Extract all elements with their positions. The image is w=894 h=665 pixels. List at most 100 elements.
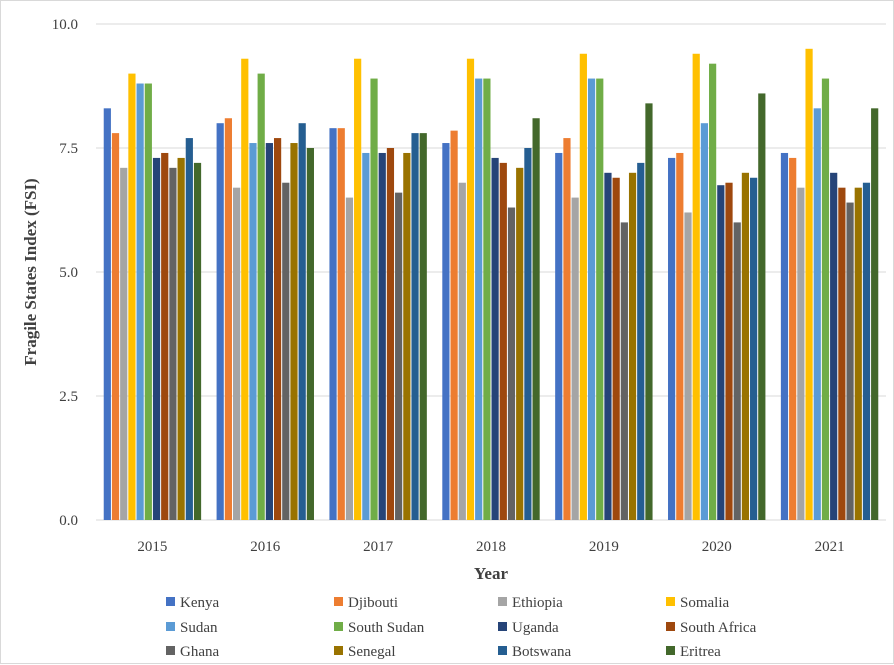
legend-swatch-djibouti bbox=[334, 597, 343, 606]
bar-sudan-2015 bbox=[136, 83, 144, 521]
bar-uganda-2018 bbox=[491, 157, 499, 521]
bar-kenya-2015 bbox=[103, 108, 111, 520]
bar-ethiopia-2019 bbox=[571, 197, 579, 520]
bar-senegal-2018 bbox=[516, 167, 524, 520]
y-tick-label: 2.5 bbox=[59, 389, 78, 405]
legend-swatch-senegal bbox=[334, 646, 343, 655]
legend-swatch-sudan bbox=[166, 622, 175, 631]
bar-kenya-2021 bbox=[780, 152, 789, 520]
bar-somalia-2020 bbox=[692, 53, 700, 520]
bar-senegal-2021 bbox=[854, 187, 862, 520]
bar-djibouti-2017 bbox=[337, 128, 345, 520]
bar-south-sudan-2019 bbox=[596, 78, 604, 520]
legend-swatch-south-sudan bbox=[334, 622, 343, 631]
legend-swatch-south-africa bbox=[666, 622, 675, 631]
bar-ethiopia-2018 bbox=[458, 182, 466, 520]
y-tick-label: 0.0 bbox=[59, 513, 78, 529]
legend-swatch-somalia bbox=[666, 597, 675, 606]
bar-south-africa-2021 bbox=[838, 187, 846, 520]
bar-eritrea-2021 bbox=[871, 108, 879, 520]
legend-label-somalia: Somalia bbox=[680, 595, 730, 611]
bar-ghana-2019 bbox=[620, 222, 628, 520]
bar-ethiopia-2021 bbox=[797, 187, 805, 520]
bar-eritrea-2016 bbox=[306, 148, 314, 520]
bar-kenya-2017 bbox=[329, 128, 337, 520]
legend-swatch-botswana bbox=[498, 646, 507, 655]
bar-south-africa-2015 bbox=[161, 152, 169, 520]
legend-label-sudan: Sudan bbox=[180, 620, 218, 636]
x-tick-label: 2018 bbox=[476, 539, 506, 555]
bar-botswana-2020 bbox=[750, 177, 758, 520]
bar-uganda-2015 bbox=[152, 157, 161, 521]
bar-eritrea-2020 bbox=[758, 93, 766, 520]
bar-eritrea-2018 bbox=[532, 118, 540, 521]
bar-botswana-2021 bbox=[862, 182, 871, 520]
bar-sudan-2016 bbox=[249, 143, 257, 521]
legend-swatch-ethiopia bbox=[498, 597, 507, 606]
bar-south-africa-2016 bbox=[273, 138, 282, 520]
bar-kenya-2020 bbox=[668, 157, 676, 521]
bar-eritrea-2015 bbox=[193, 162, 202, 520]
bar-botswana-2017 bbox=[411, 133, 419, 520]
legend-label-south-sudan: South Sudan bbox=[348, 620, 425, 636]
bar-sudan-2017 bbox=[362, 152, 370, 520]
legend-swatch-kenya bbox=[166, 597, 175, 606]
bar-ethiopia-2015 bbox=[120, 167, 128, 520]
bar-kenya-2019 bbox=[555, 152, 563, 520]
bar-somalia-2016 bbox=[241, 58, 249, 520]
bar-ghana-2015 bbox=[169, 167, 177, 520]
bar-botswana-2016 bbox=[298, 123, 306, 520]
bar-south-africa-2019 bbox=[612, 177, 620, 520]
bar-botswana-2019 bbox=[637, 162, 645, 520]
bars bbox=[103, 48, 879, 521]
y-axis-ticks: 0.0 2.5 5.0 7.5 10.0 bbox=[52, 17, 78, 529]
legend-swatch-eritrea bbox=[666, 646, 675, 655]
bar-uganda-2021 bbox=[830, 172, 838, 521]
x-tick-label: 2021 bbox=[815, 539, 845, 555]
bar-ethiopia-2020 bbox=[684, 212, 692, 521]
x-tick-label: 2016 bbox=[250, 539, 281, 555]
bar-ethiopia-2016 bbox=[232, 187, 241, 520]
bar-uganda-2020 bbox=[717, 185, 725, 520]
x-axis-title: Year bbox=[474, 564, 508, 583]
legend-label-uganda: Uganda bbox=[512, 620, 559, 636]
bar-south-sudan-2016 bbox=[257, 73, 265, 520]
legend-label-senegal: Senegal bbox=[348, 644, 395, 660]
y-tick-label: 7.5 bbox=[59, 141, 78, 157]
bar-ghana-2020 bbox=[733, 222, 741, 520]
legend-label-djibouti: Djibouti bbox=[348, 595, 398, 611]
bar-somalia-2021 bbox=[805, 48, 813, 521]
y-tick-label: 5.0 bbox=[59, 265, 78, 281]
x-tick-label: 2015 bbox=[137, 539, 167, 555]
bar-sudan-2019 bbox=[587, 78, 596, 520]
bar-south-sudan-2015 bbox=[144, 83, 152, 521]
bar-somalia-2018 bbox=[466, 58, 475, 520]
legend-label-kenya: Kenya bbox=[180, 595, 219, 611]
legend-label-ghana: Ghana bbox=[180, 644, 219, 660]
bar-botswana-2018 bbox=[524, 148, 532, 520]
gridlines bbox=[96, 23, 886, 521]
bar-senegal-2017 bbox=[403, 152, 411, 520]
bar-south-sudan-2021 bbox=[821, 78, 830, 520]
bar-kenya-2016 bbox=[216, 123, 224, 520]
y-axis-title: Fragile States Index (FSI) bbox=[21, 178, 40, 365]
bar-sudan-2021 bbox=[813, 108, 821, 520]
legend-swatch-ghana bbox=[166, 646, 175, 655]
bar-djibouti-2016 bbox=[224, 118, 232, 521]
bar-uganda-2019 bbox=[604, 172, 612, 521]
bar-senegal-2015 bbox=[177, 157, 185, 521]
bar-south-sudan-2018 bbox=[483, 78, 491, 520]
bar-kenya-2018 bbox=[442, 143, 450, 521]
bar-south-africa-2020 bbox=[725, 182, 733, 520]
legend-label-botswana: Botswana bbox=[512, 644, 572, 660]
bar-south-sudan-2020 bbox=[709, 63, 717, 521]
bar-djibouti-2020 bbox=[676, 152, 684, 520]
bar-djibouti-2019 bbox=[563, 138, 571, 520]
x-tick-label: 2017 bbox=[363, 539, 394, 555]
bar-eritrea-2017 bbox=[419, 133, 427, 520]
y-tick-label: 10.0 bbox=[52, 17, 78, 33]
bar-south-africa-2017 bbox=[386, 148, 395, 520]
x-tick-label: 2019 bbox=[589, 539, 619, 555]
